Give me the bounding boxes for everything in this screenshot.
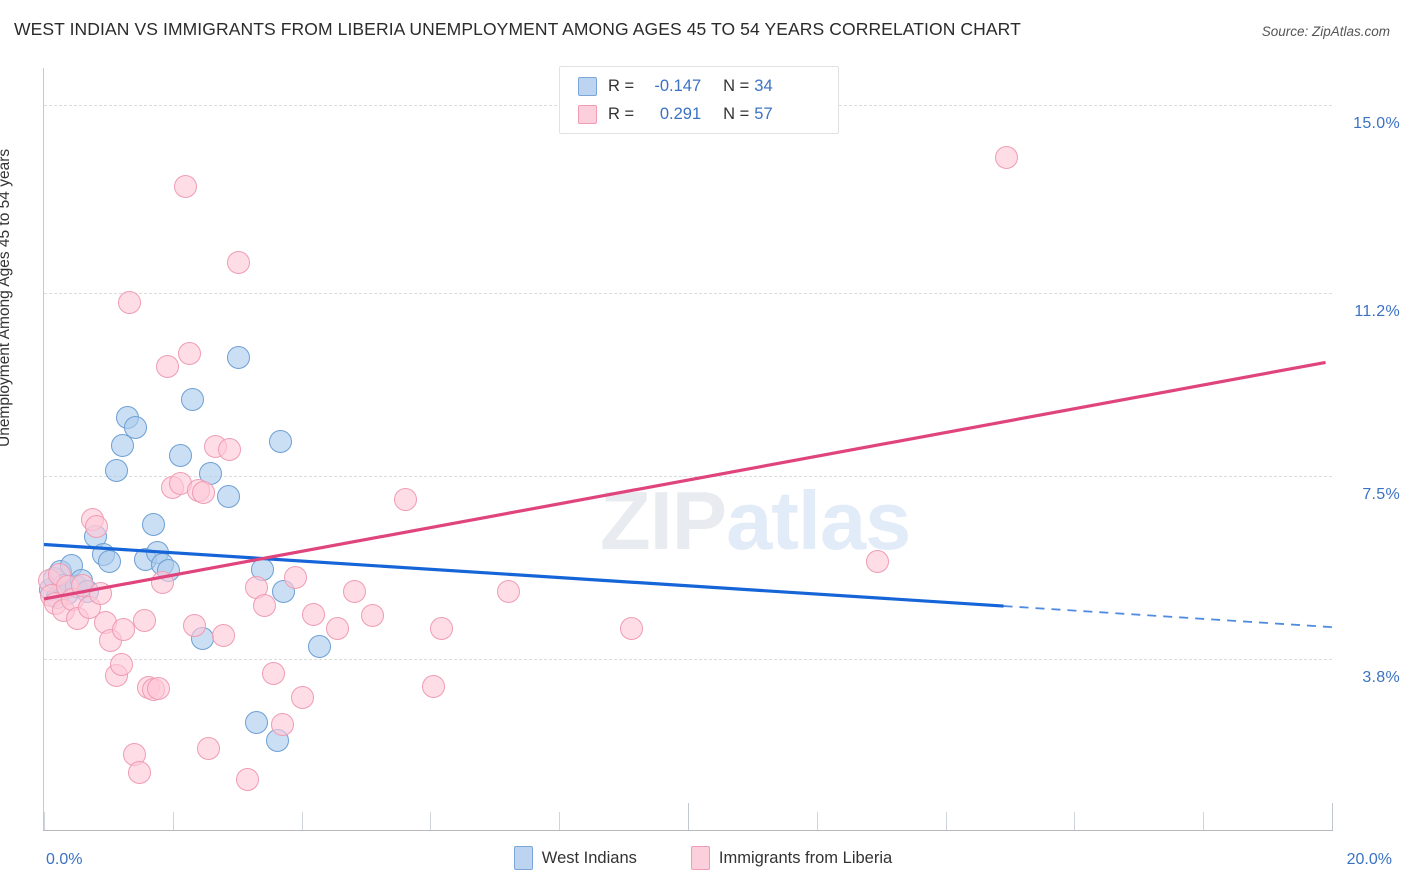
stats-legend-row-blue: R = -0.147 N = 34 [578, 72, 838, 100]
scatter-point[interactable] [156, 354, 180, 378]
legend-swatch-west-indians [578, 76, 597, 96]
x-axis-tick [172, 812, 174, 830]
scatter-point[interactable] [252, 594, 276, 618]
x-axis-tick [1074, 812, 1076, 830]
r-label-pink: R = [608, 104, 635, 123]
gridline [44, 476, 1332, 478]
scatter-point[interactable] [995, 145, 1019, 169]
stats-legend: R = -0.147 N = 34 R = 0.291 N = 57 [559, 66, 839, 134]
plot-area: ZIPatlas [37, 68, 1333, 830]
legend-item-liberia[interactable]: Immigrants from Liberia [690, 846, 893, 870]
scatter-point[interactable] [422, 675, 446, 698]
n-value-blue: 34 [754, 76, 773, 95]
trend-line-solid [43, 542, 1004, 608]
x-axis-tick [559, 812, 561, 830]
scatter-point[interactable] [497, 579, 521, 603]
x-axis-tick [945, 812, 947, 830]
trend-line-dashed [1003, 605, 1333, 629]
x-axis-tick [1332, 803, 1333, 830]
r-value-pink: 0.291 [659, 104, 702, 123]
legend-swatch-liberia [578, 104, 597, 124]
n-label-blue: N = [723, 76, 750, 95]
scatter-point[interactable] [430, 617, 454, 641]
scatter-point[interactable] [147, 677, 171, 701]
x-axis-label-min: 0.0% [46, 851, 83, 868]
trend-line-solid [43, 360, 1326, 601]
scatter-point[interactable] [197, 736, 221, 760]
scatter-point[interactable] [178, 342, 202, 365]
scatter-point[interactable] [141, 513, 165, 537]
x-axis-tick [688, 803, 689, 830]
scatter-point[interactable] [270, 713, 294, 737]
scatter-point[interactable] [291, 686, 315, 710]
scatter-point[interactable] [183, 614, 207, 638]
scatter-point[interactable] [117, 290, 141, 314]
stats-legend-row-pink: R = 0.291 N = 57 [578, 100, 838, 128]
x-axis-tick [301, 812, 303, 830]
n-value-pink: 57 [754, 104, 773, 123]
x-axis-line [43, 830, 1333, 831]
gridline [44, 293, 1332, 295]
legend-label-liberia: Immigrants from Liberia [718, 848, 893, 867]
y-axis-tick-label: 15.0% [1353, 115, 1400, 133]
x-axis-tick [430, 812, 432, 830]
scatter-point[interactable] [123, 416, 147, 440]
scatter-point[interactable] [226, 250, 250, 274]
scatter-point[interactable] [217, 437, 241, 461]
source-label: Source: ZipAtlas.com [1261, 24, 1390, 39]
scatter-point[interactable] [301, 603, 325, 627]
scatter-point[interactable] [216, 484, 240, 508]
legend-label-west-indians: West Indians [541, 848, 637, 867]
scatter-point[interactable] [308, 635, 332, 659]
legend-marker-west-indians [513, 846, 533, 870]
trend-lines [43, 360, 1333, 629]
y-axis-tick-label: 7.5% [1362, 486, 1400, 504]
scatter-point[interactable] [180, 388, 204, 412]
scatter-point[interactable] [85, 515, 109, 539]
scatter-point[interactable] [111, 434, 135, 458]
scatter-point[interactable] [192, 480, 216, 504]
scatter-point[interactable] [109, 652, 133, 676]
scatter-point[interactable] [619, 617, 643, 641]
scatter-point[interactable] [236, 767, 259, 791]
r-value-blue: -0.147 [654, 76, 702, 95]
x-axis-tick [44, 812, 45, 830]
n-label-pink: N = [723, 104, 750, 123]
y-axis-title: Unemployment Among Ages 45 to 54 years [0, 148, 13, 447]
scatter-point[interactable] [104, 458, 128, 482]
scatter-point[interactable] [112, 618, 136, 642]
y-axis-line [43, 68, 44, 831]
scatter-point[interactable] [394, 488, 418, 512]
scatter-point[interactable] [132, 609, 156, 633]
scatter-point[interactable] [283, 566, 307, 590]
scatter-point[interactable] [342, 579, 366, 603]
gridline [44, 659, 1332, 661]
series-legend: West Indians Immigrants from Liberia [0, 846, 1406, 870]
page-title: WEST INDIAN VS IMMIGRANTS FROM LIBERIA U… [14, 19, 1021, 39]
scatter-point[interactable] [211, 624, 235, 648]
scatter-point[interactable] [261, 661, 285, 685]
y-axis-tick-label: 11.2% [1354, 303, 1400, 321]
scatter-point[interactable] [169, 443, 193, 467]
x-axis-tick [816, 812, 818, 830]
scatter-point[interactable] [325, 617, 349, 641]
scatter-point[interactable] [866, 549, 890, 573]
x-axis-tick [1203, 812, 1205, 830]
r-label-blue: R = [608, 76, 635, 95]
scatter-point[interactable] [127, 760, 151, 784]
y-axis-tick-label: 3.8% [1362, 669, 1400, 687]
scatter-point[interactable] [174, 175, 198, 199]
scatter-point[interactable] [245, 711, 269, 735]
scatter-point[interactable] [269, 430, 293, 454]
x-axis-label-max: 20.0% [1346, 851, 1392, 868]
scatter-point[interactable] [360, 604, 384, 628]
legend-item-west-indians[interactable]: West Indians [513, 846, 637, 870]
legend-marker-liberia [690, 846, 710, 870]
scatter-point[interactable] [226, 345, 250, 369]
